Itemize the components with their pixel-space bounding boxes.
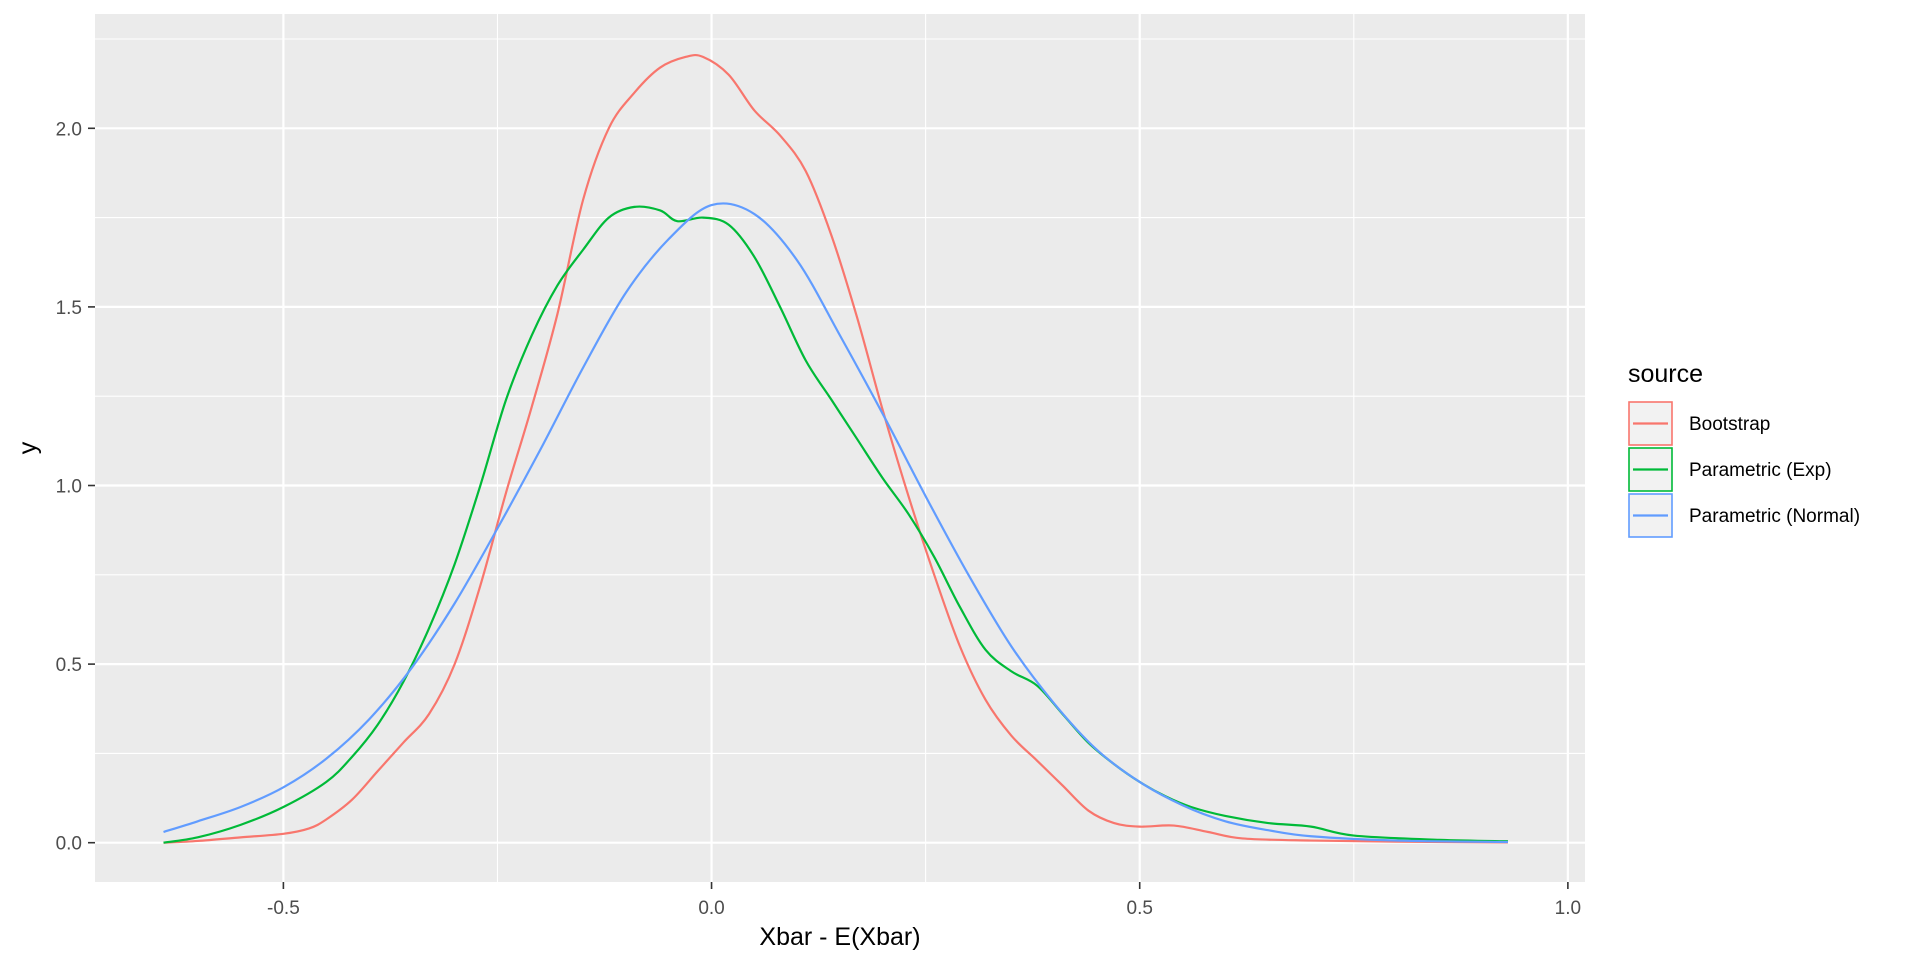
y-tick-label: 1.5 [56,298,82,319]
minor-gridlines [95,14,1585,882]
y-tick-label: 0.5 [56,655,82,676]
legend-label-bootstrap: Bootstrap [1689,414,1770,435]
x-tick-label: 0.5 [1127,898,1153,919]
x-tick-label: 0.0 [698,898,724,919]
legend-label-parametric-exp: Parametric (Exp) [1689,460,1832,481]
x-tick-label: -0.5 [267,898,300,919]
legend: source Bootstrap Parametric (Exp) Parametr… [1628,360,1860,538]
plot-panel [95,14,1585,882]
y-axis-title: y [14,441,42,454]
x-axis: -0.5 0.0 0.5 1.0 [267,882,1581,919]
series-line-parametric-normal [163,202,1508,844]
density-lines [163,53,1508,844]
x-tick-label: 1.0 [1555,898,1581,919]
y-tick-label: 1.0 [56,477,82,498]
y-tick-label: 0.0 [56,834,82,855]
x-axis-title: Xbar - E(Xbar) [759,923,920,951]
y-axis: 0.0 0.5 1.0 1.5 2.0 [56,119,95,855]
legend-label-parametric-normal: Parametric (Normal) [1689,506,1860,527]
legend-title: source [1628,360,1703,388]
major-gridlines [95,14,1585,882]
y-tick-label: 2.0 [56,119,82,140]
series-line-bootstrap [163,53,1508,844]
